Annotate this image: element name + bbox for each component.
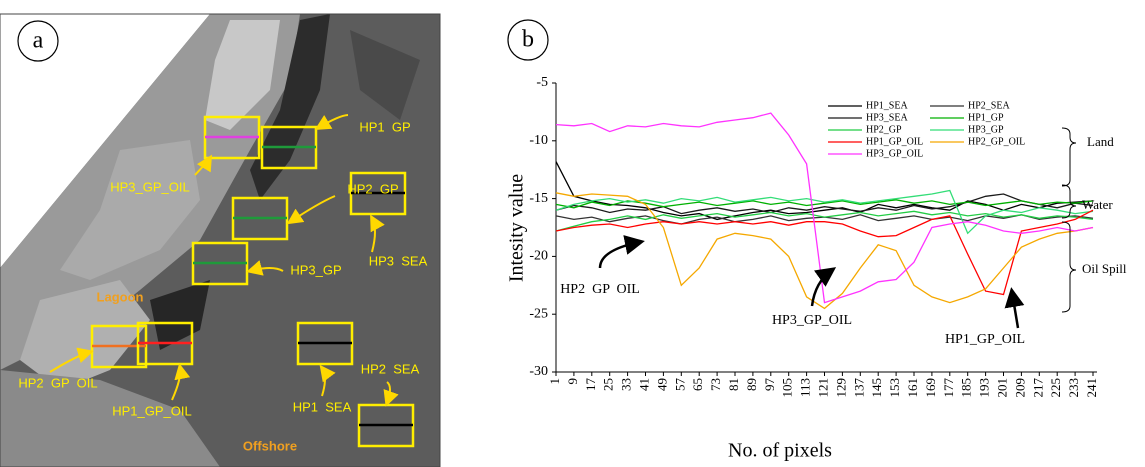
annotation-arrow [1004,287,1025,329]
region-label: Offshore [243,438,297,453]
satellite-image [0,13,441,467]
x-tick-label: 49 [654,378,669,391]
label-arrow [370,214,385,253]
box-label: HP1 SEA [293,399,352,414]
x-tick-label: 121 [815,378,830,398]
x-tick-label: 113 [798,378,813,397]
annotation: HP3_GP_OIL [772,313,852,328]
x-tick-label: 161 [905,378,920,398]
x-tick-label: 193 [977,378,992,398]
box-label: HP3_GP [290,262,341,277]
label-arrow [286,195,336,225]
x-tick-label: 177 [941,378,956,398]
annotation: HP1_GP_OIL [945,332,1025,347]
x-tick-label: 25 [601,378,616,391]
x-tick-label: 137 [851,378,866,398]
x-tick-label: 209 [1012,378,1027,398]
x-tick-label: 233 [1066,378,1081,398]
x-axis-title: No. of pixels [728,440,832,462]
series-line [555,210,1094,232]
x-tick-label: 33 [619,378,634,391]
legend-label: HP1_GP_OIL [866,136,923,147]
box-label: HP3_GP_OIL [110,179,190,194]
series-line [555,189,1094,235]
brace [1061,221,1077,313]
brace-label: Oil Spill [1082,261,1127,276]
x-tick-label: 41 [636,378,651,391]
region-label: Lagoon [97,289,144,304]
label-arrow [49,347,94,373]
x-tick-label: 97 [762,378,777,392]
label-arrow [383,381,399,407]
legend-label: HP3_GP [968,124,1004,135]
legend-label: HP2_GP_OIL [968,136,1025,147]
box-label: HP2 GP [347,181,398,196]
brace [1061,127,1077,187]
x-tick-label: 105 [780,378,795,398]
box-label: HP1_GP_OIL [112,403,192,418]
y-tick-label: -25 [529,306,548,321]
y-tick-label: -15 [529,191,548,206]
box-label: HP3 SEA [369,253,428,268]
x-tick-label: 217 [1030,378,1045,398]
x-tick-label: 73 [708,378,723,391]
x-tick-label: 153 [887,378,902,398]
x-tick-label: 1 [547,378,562,385]
x-tick-label: 57 [672,378,687,392]
x-tick-label: 89 [744,378,759,391]
x-tick-label: 81 [726,378,741,391]
x-tick-label: 129 [833,378,848,398]
box-label: HP2 SEA [361,361,420,376]
series-line [555,209,1094,296]
legend-label: HP3_GP_OIL [866,148,923,159]
y-tick-label: -30 [529,364,548,379]
series-line [555,193,1094,215]
box-label: HP1 GP [359,119,410,134]
x-tick-label: 145 [869,378,884,398]
legend-label: HP3_SEA [866,112,908,123]
brace-label: Water [1082,197,1113,212]
x-tick-label: 241 [1084,378,1099,398]
legend-label: HP1_GP [968,112,1004,123]
brace [1061,184,1077,219]
series-line [555,192,1094,310]
x-tick-label: 169 [923,378,938,398]
label-arrow [319,364,336,397]
series-line [555,112,1094,304]
annotation-arrow [598,235,645,269]
y-tick-label: -10 [529,133,548,148]
box-label: HP2 GP OIL [18,375,97,390]
brace-label: Land [1087,134,1114,149]
annotation-arrow [810,267,837,307]
x-tick-label: 9 [565,378,580,385]
annotation: HP2 GP OIL [560,282,640,297]
series-line [555,199,1094,209]
y-axis-title: Intesity value [506,174,528,282]
legend-label: HP2_SEA [968,100,1010,111]
x-tick-label: 17 [583,378,598,392]
x-tick-label: 201 [994,378,1009,398]
panel-label: a [33,28,44,54]
legend-label: HP2_GP [866,124,902,135]
panel-label: b [522,27,534,53]
panel-a-label: a [17,20,59,62]
label-arrow [246,260,284,276]
panel-b-circle [507,19,549,61]
label-arrow [171,363,191,401]
x-tick-label: 65 [690,378,705,391]
x-tick-label: 225 [1048,378,1063,398]
label-arrow [194,154,213,176]
y-tick-label: -20 [529,249,548,264]
y-tick-label: -5 [536,75,548,90]
label-arrow [314,114,349,131]
legend-label: HP1_SEA [866,100,908,111]
x-tick-label: 185 [959,378,974,398]
